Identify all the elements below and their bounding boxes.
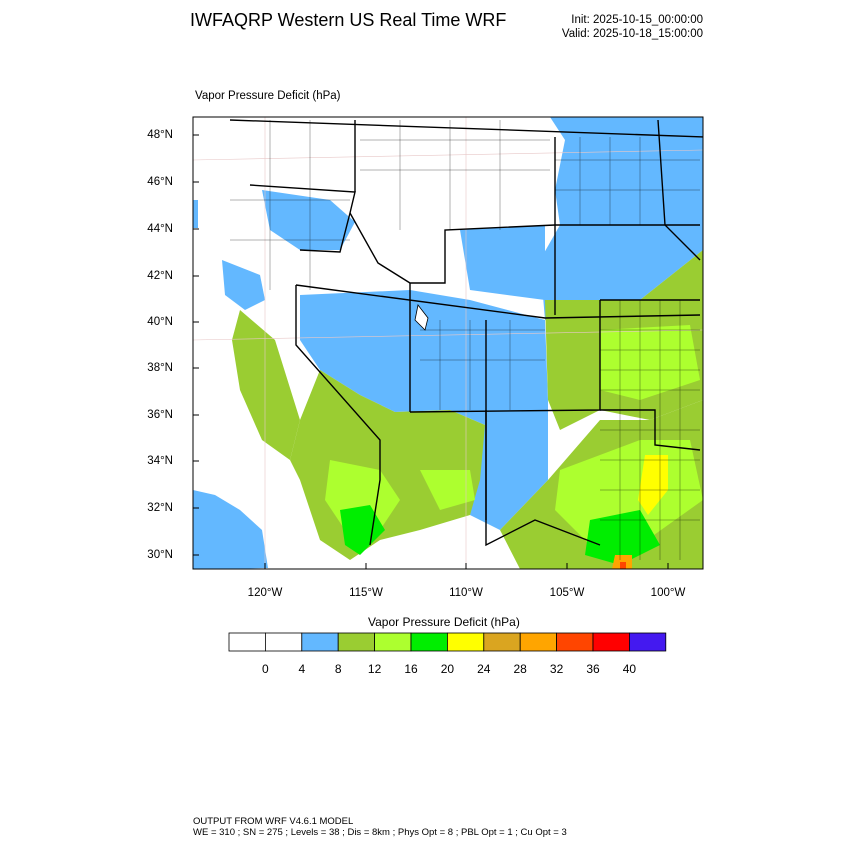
state-boundaries: [229, 119, 703, 547]
colorbar-tick-label: 12: [367, 662, 382, 676]
vpd-zone-8: [540, 117, 703, 330]
colorbar-swatch: [629, 632, 667, 652]
lat-label: 38°N: [147, 362, 173, 374]
lat-label: 42°N: [147, 270, 173, 282]
lon-label: 120°W: [247, 587, 283, 599]
colorbar-swatch: [337, 632, 376, 652]
colorbar-swatch: [446, 632, 485, 652]
colorbar-swatch: [264, 632, 303, 652]
init-time: Init: 2025-10-15_00:00:00: [571, 14, 703, 26]
colorbar-swatch: [556, 632, 594, 652]
colorbar-swatch: [228, 632, 266, 652]
lat-label: 48°N: [147, 129, 173, 141]
colorbar-tick-label: 36: [586, 662, 600, 676]
lat-label: 46°N: [147, 176, 173, 188]
map-field-label: Vapor Pressure Deficit (hPa): [195, 90, 341, 102]
colorbar-swatch: [519, 632, 558, 652]
colorbar-tick-label: 24: [477, 662, 491, 676]
footer-line-2: WE = 310 ; SN = 275 ; Levels = 38 ; Dis …: [193, 827, 567, 838]
colorbar-swatch: [301, 632, 339, 652]
map-field: [193, 117, 703, 569]
model-footer: OUTPUT FROM WRF V4.6.1 MODEL WE = 310 ; …: [193, 816, 567, 838]
lat-label: 44°N: [147, 223, 173, 235]
colorbar-swatch: [410, 632, 448, 652]
colorbar: [228, 632, 667, 652]
run-times: Init: 2025-10-15_00:00:00 Valid: 2025-10…: [562, 13, 703, 41]
colorbar-tick-label: 4: [298, 662, 306, 676]
colorbar-tick-label: 28: [513, 662, 527, 676]
colorbar-tick-label: 8: [334, 662, 342, 676]
colorbar-tick-label: 40: [622, 662, 637, 676]
valid-time: Valid: 2025-10-18_15:00:00: [561, 28, 703, 40]
colorbar-tick-label: 32: [549, 662, 564, 676]
chart-title: IWFAQRP Western US Real Time WRF: [190, 10, 507, 30]
graticule: [193, 117, 703, 569]
colorbar-tick-label: 16: [404, 662, 418, 676]
lat-label: 40°N: [147, 316, 173, 328]
lon-label: 115°W: [349, 587, 383, 599]
colorbar-swatch: [374, 632, 412, 652]
footer-line-1: OUTPUT FROM WRF V4.6.1 MODEL: [193, 816, 354, 827]
colorbar-swatch: [483, 632, 521, 652]
colorbar-swatch: [592, 632, 630, 652]
colorbar-title: Vapor Pressure Deficit (hPa): [368, 615, 520, 629]
county-boundaries: [230, 120, 700, 560]
lat-label: 30°N: [147, 549, 173, 561]
axis-ticks: [193, 134, 669, 569]
lat-label: 32°N: [147, 502, 173, 514]
lon-label: 105°W: [549, 587, 585, 599]
lat-label: 36°N: [147, 409, 173, 421]
lat-label: 34°N: [147, 455, 173, 467]
map-frame: [192, 116, 704, 570]
lon-label: 110°W: [449, 587, 483, 599]
lon-label: 100°W: [650, 587, 686, 599]
colorbar-tick-label: 20: [440, 662, 455, 676]
colorbar-tick-label: 0: [262, 662, 269, 676]
